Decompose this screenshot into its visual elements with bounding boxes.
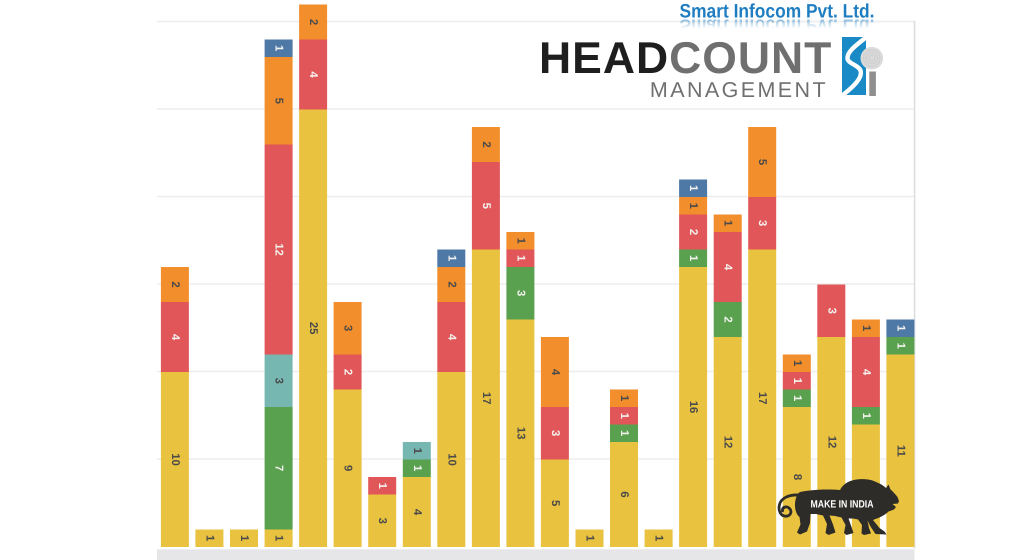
- svg-text:13: 13: [514, 427, 526, 440]
- svg-text:5: 5: [273, 98, 285, 104]
- svg-text:16: 16: [687, 401, 699, 414]
- svg-text:11: 11: [894, 445, 906, 457]
- svg-text:2: 2: [722, 316, 734, 322]
- svg-text:12: 12: [273, 243, 285, 256]
- svg-text:12: 12: [825, 436, 837, 449]
- svg-text:3: 3: [514, 290, 526, 296]
- svg-text:1: 1: [273, 535, 285, 541]
- svg-text:Smart Infocom Pvt. Ltd.: Smart Infocom Pvt. Ltd.: [680, 15, 875, 37]
- svg-text:4: 4: [860, 369, 872, 376]
- svg-text:4: 4: [722, 264, 734, 271]
- svg-text:4: 4: [169, 334, 181, 341]
- svg-text:4: 4: [411, 509, 423, 516]
- svg-text:1: 1: [618, 395, 630, 401]
- svg-text:1: 1: [376, 483, 388, 489]
- svg-text:2: 2: [307, 19, 319, 25]
- svg-text:1: 1: [445, 255, 457, 261]
- svg-text:1: 1: [687, 203, 699, 209]
- svg-text:1: 1: [791, 378, 803, 384]
- svg-text:1: 1: [722, 220, 734, 226]
- svg-text:1: 1: [411, 448, 423, 454]
- svg-text:17: 17: [480, 392, 492, 405]
- svg-text:1: 1: [203, 535, 215, 541]
- svg-text:7: 7: [273, 465, 285, 471]
- svg-text:10: 10: [169, 453, 181, 466]
- svg-text:1: 1: [860, 325, 872, 331]
- svg-text:1: 1: [618, 413, 630, 419]
- svg-text:3: 3: [376, 518, 388, 524]
- svg-text:17: 17: [756, 392, 768, 405]
- svg-text:3: 3: [756, 220, 768, 226]
- svg-text:9: 9: [342, 465, 354, 471]
- svg-text:5: 5: [549, 500, 561, 506]
- svg-text:6: 6: [618, 491, 630, 497]
- svg-text:MAKE IN INDIA: MAKE IN INDIA: [811, 499, 874, 511]
- svg-text:2: 2: [169, 281, 181, 287]
- svg-text:3: 3: [825, 308, 837, 314]
- svg-text:1: 1: [411, 465, 423, 471]
- svg-text:3: 3: [549, 430, 561, 436]
- svg-text:1: 1: [687, 185, 699, 191]
- svg-text:10: 10: [445, 453, 457, 466]
- svg-text:8: 8: [791, 474, 803, 480]
- svg-text:3: 3: [342, 325, 354, 331]
- svg-text:5: 5: [480, 203, 492, 209]
- svg-text:2: 2: [342, 369, 354, 375]
- svg-text:1: 1: [687, 255, 699, 261]
- svg-text:1: 1: [653, 535, 665, 541]
- svg-text:1: 1: [860, 413, 872, 419]
- svg-text:Smart Infocom Pvt. Ltd.: Smart Infocom Pvt. Ltd.: [680, 1, 875, 23]
- svg-text:4: 4: [549, 369, 561, 376]
- svg-text:2: 2: [480, 141, 492, 147]
- svg-text:1: 1: [791, 395, 803, 401]
- svg-text:4: 4: [445, 334, 457, 341]
- svg-text:2: 2: [687, 229, 699, 235]
- svg-text:3: 3: [273, 378, 285, 384]
- svg-text:1: 1: [584, 535, 596, 541]
- svg-text:HEADCOUNT: HEADCOUNT: [539, 34, 832, 83]
- svg-text:1: 1: [514, 255, 526, 261]
- svg-text:1: 1: [238, 535, 250, 541]
- svg-text:5: 5: [756, 159, 768, 165]
- svg-text:1: 1: [894, 343, 906, 349]
- svg-text:1: 1: [791, 360, 803, 366]
- svg-text:25: 25: [307, 322, 319, 335]
- svg-text:1: 1: [618, 430, 630, 436]
- svg-text:MANAGEMENT: MANAGEMENT: [650, 78, 828, 102]
- svg-text:1: 1: [894, 325, 906, 331]
- svg-text:12: 12: [722, 436, 734, 449]
- svg-text:4: 4: [307, 71, 319, 78]
- svg-text:1: 1: [514, 238, 526, 244]
- svg-text:1: 1: [273, 45, 285, 51]
- svg-text:2: 2: [445, 281, 457, 287]
